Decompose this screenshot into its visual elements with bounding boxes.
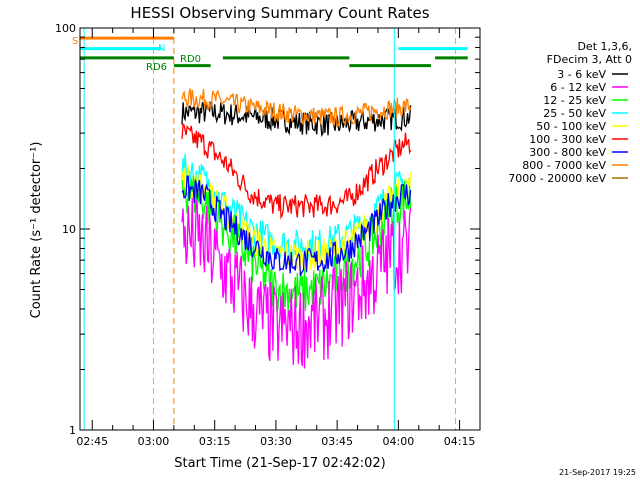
series-line bbox=[181, 88, 412, 128]
flag-label: S bbox=[72, 36, 78, 47]
series-line bbox=[181, 123, 412, 220]
x-axis-label: Start Time (21-Sep-17 02:42:02) bbox=[174, 456, 385, 471]
timestamp-label: 21-Sep-2017 19:25 bbox=[559, 468, 636, 477]
y-tick-label: 100 bbox=[55, 22, 76, 35]
legend-label: 100 - 300 keV bbox=[529, 133, 606, 146]
x-tick-label: 03:30 bbox=[260, 435, 292, 448]
y-tick-label: 10 bbox=[62, 223, 76, 236]
legend-label: 7000 - 20000 keV bbox=[508, 172, 606, 185]
series-line bbox=[181, 175, 412, 277]
legend-label: 300 - 800 keV bbox=[529, 146, 606, 159]
legend-label: 12 - 25 keV bbox=[543, 94, 606, 107]
series-line bbox=[181, 197, 412, 369]
legend-label: 3 - 6 keV bbox=[557, 68, 606, 81]
chart-title: HESSI Observing Summary Count Rates bbox=[130, 4, 429, 22]
series-layer bbox=[181, 88, 412, 369]
axis-layer: 1 10 100 02:45 03:00 03:15 03:30 03:45 04:00 04:1… bbox=[55, 22, 481, 448]
y-axis-label: Count Rate (s⁻¹ detector⁻¹) bbox=[29, 142, 44, 319]
legend-label: 25 - 50 keV bbox=[543, 107, 606, 120]
legend-header: FDecim 3, Att 0 bbox=[547, 53, 632, 66]
flag-label: N bbox=[158, 43, 165, 54]
overlay-layer: S N RD0 RD6 bbox=[72, 28, 468, 430]
x-tick-label: 03:15 bbox=[199, 435, 231, 448]
legend-label: 50 - 100 keV bbox=[536, 120, 606, 133]
y-tick-label: 1 bbox=[69, 424, 76, 437]
series-line bbox=[181, 175, 412, 315]
x-tick-label: 04:15 bbox=[444, 435, 476, 448]
legend-label: 800 - 7000 keV bbox=[522, 159, 606, 172]
flag-label: RD6 bbox=[146, 62, 167, 73]
legend-header: Det 1,3,6, bbox=[577, 40, 632, 53]
flag-label: RD0 bbox=[180, 54, 201, 65]
legend-label: 6 - 12 keV bbox=[550, 81, 606, 94]
plot-frame bbox=[79, 27, 481, 431]
x-tick-label: 03:00 bbox=[138, 435, 170, 448]
x-tick-label: 04:00 bbox=[383, 435, 415, 448]
series-line bbox=[181, 101, 412, 138]
x-tick-label: 03:45 bbox=[321, 435, 353, 448]
x-tick-label: 02:45 bbox=[76, 435, 108, 448]
